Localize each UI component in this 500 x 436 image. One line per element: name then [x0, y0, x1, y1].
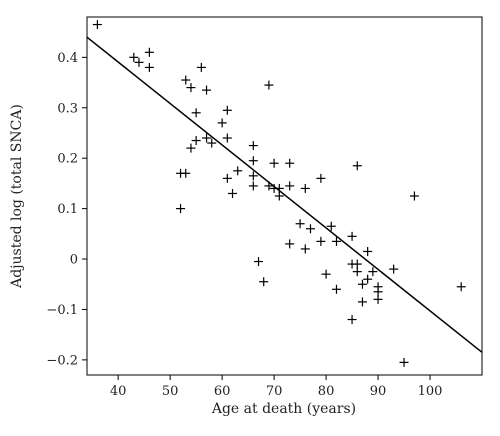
data-point — [285, 181, 295, 191]
x-tick-label: 80 — [318, 384, 335, 399]
data-point — [264, 80, 274, 90]
data-points — [92, 20, 466, 367]
data-point — [144, 62, 154, 72]
data-point — [233, 166, 243, 176]
data-point — [285, 239, 295, 249]
data-point — [186, 143, 196, 153]
data-point — [357, 297, 367, 307]
data-point — [331, 284, 341, 294]
y-tick-label: 0.4 — [57, 51, 78, 66]
data-point — [222, 133, 232, 143]
data-point — [196, 62, 206, 72]
data-point — [352, 259, 362, 269]
data-point — [357, 279, 367, 289]
data-point — [347, 231, 357, 241]
data-point — [300, 244, 310, 254]
data-point — [409, 191, 419, 201]
data-point — [129, 52, 139, 62]
data-point — [347, 315, 357, 325]
data-point — [399, 357, 409, 367]
x-tick-label: 50 — [162, 384, 179, 399]
data-point — [254, 257, 264, 267]
data-point — [326, 221, 336, 231]
data-point — [352, 161, 362, 171]
data-point — [331, 236, 341, 246]
data-point — [134, 57, 144, 67]
y-tick-label: 0.1 — [57, 202, 78, 217]
data-point — [352, 267, 362, 277]
data-point — [144, 47, 154, 57]
data-point — [373, 294, 383, 304]
y-tick-label: 0.3 — [57, 101, 78, 116]
x-tick-label: 90 — [370, 384, 387, 399]
data-point — [389, 264, 399, 274]
x-tick-label: 40 — [110, 384, 127, 399]
data-point — [92, 20, 102, 30]
data-point — [373, 287, 383, 297]
data-point — [176, 204, 186, 214]
data-point — [456, 282, 466, 292]
data-point — [248, 171, 258, 181]
data-point — [269, 158, 279, 168]
y-tick-label: 0 — [70, 253, 78, 268]
data-point — [191, 136, 201, 146]
data-point — [274, 191, 284, 201]
data-point — [321, 269, 331, 279]
data-point — [305, 224, 315, 234]
data-point — [285, 158, 295, 168]
data-point — [248, 181, 258, 191]
data-point — [368, 267, 378, 277]
x-tick-label: 100 — [418, 384, 443, 399]
data-point — [228, 188, 238, 198]
data-point — [316, 173, 326, 183]
data-point — [222, 173, 232, 183]
data-point — [259, 277, 269, 287]
data-point — [181, 168, 191, 178]
data-point — [248, 141, 258, 151]
y-tick-label: −0.2 — [46, 353, 78, 368]
data-point — [295, 219, 305, 229]
data-point — [186, 83, 196, 93]
data-point — [202, 85, 212, 95]
y-axis-label: Adjusted log (total SNCA) — [9, 104, 25, 289]
x-axis-label: Age at death (years) — [211, 401, 356, 417]
data-point — [248, 156, 258, 166]
x-axis: 40 50 60 70 80 90 100 — [110, 375, 443, 399]
data-point — [181, 75, 191, 85]
data-point — [363, 274, 373, 284]
data-point — [316, 236, 326, 246]
data-point — [191, 108, 201, 118]
x-tick-label: 60 — [214, 384, 231, 399]
x-tick-label: 70 — [266, 384, 283, 399]
data-point — [363, 246, 373, 256]
data-point — [207, 138, 217, 148]
y-axis: −0.2 −0.1 0 0.1 0.2 0.3 0.4 — [46, 51, 87, 368]
y-tick-label: −0.1 — [46, 303, 78, 318]
data-point — [202, 133, 212, 143]
data-point — [222, 105, 232, 115]
plot-frame — [86, 16, 483, 376]
data-point — [300, 183, 310, 193]
regression-line — [86, 36, 483, 353]
y-tick-label: 0.2 — [57, 152, 78, 167]
data-point — [217, 118, 227, 128]
